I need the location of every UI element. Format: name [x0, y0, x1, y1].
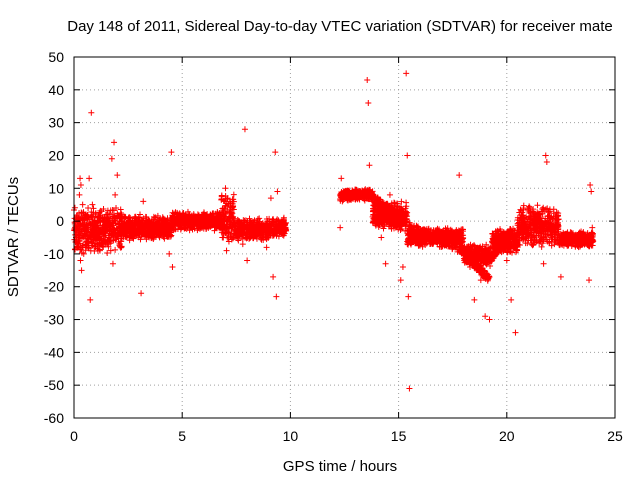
data-point-dense [88, 209, 95, 216]
data-point-dense [86, 216, 93, 223]
data-point-dense [553, 209, 560, 216]
data-point-dense [160, 231, 167, 238]
data-point-dense [110, 226, 117, 233]
data-point-dense [91, 243, 98, 250]
data-point-dense [72, 231, 79, 238]
data-point-dense [534, 202, 541, 209]
data-point-dense [83, 226, 90, 233]
data-point-dense [154, 229, 161, 236]
data-point-dense [148, 224, 155, 231]
data-point-dense [151, 214, 158, 221]
data-point-dense [123, 233, 130, 240]
data-point-dense [154, 212, 161, 219]
data-point-dense [165, 230, 172, 237]
data-point-dense [97, 207, 104, 214]
data-point-dense [160, 232, 167, 239]
data-point-dense [89, 214, 96, 221]
data-point-dense [113, 205, 120, 212]
data-point-dense [117, 206, 124, 213]
data-point-dense [84, 235, 91, 242]
data-point-dense [155, 225, 162, 232]
data-point-dense [78, 215, 85, 222]
data-point-dense [126, 234, 133, 241]
data-point-dense [105, 243, 112, 250]
data-point-dense [95, 213, 102, 220]
data-point-dense [118, 243, 125, 250]
data-point-dense [102, 211, 109, 218]
data-point-dense [97, 218, 104, 225]
data-point-dense [102, 230, 109, 237]
data-point-dense [79, 221, 86, 228]
data-point-dense [82, 221, 89, 228]
data-point-dense [92, 228, 99, 235]
data-point-dense [526, 203, 533, 210]
data-point-dense [157, 217, 164, 224]
data-point-dense [131, 213, 138, 220]
data-point-dense [82, 247, 89, 254]
data-point-dense [87, 220, 94, 227]
data-point-dense [74, 244, 81, 251]
data-point-dense [88, 231, 95, 238]
data-point-dense [127, 217, 134, 224]
data-point-dense [104, 250, 111, 257]
data-point-dense [77, 230, 84, 237]
data-point-dense [88, 213, 95, 220]
data-point-dense [135, 231, 142, 238]
data-point-dense [112, 246, 119, 253]
data-point-dense [100, 206, 107, 213]
data-point-dense [78, 209, 85, 216]
data-point-dense [94, 241, 101, 248]
data-point-dense [95, 242, 102, 249]
data-point-dense [132, 215, 139, 222]
data-point-dense [144, 217, 151, 224]
data-point-dense [93, 236, 100, 243]
data-point-dense [148, 235, 155, 242]
data-point-dense [101, 221, 108, 228]
data-point-dense [108, 230, 115, 237]
data-points [71, 70, 597, 392]
data-point-dense [92, 211, 99, 218]
data-point-dense [98, 242, 105, 249]
data-point-dense [149, 230, 156, 237]
data-point-dense [109, 213, 116, 220]
data-point-dense [106, 210, 113, 217]
data-point-dense [230, 191, 237, 198]
data-point-dense [138, 233, 145, 240]
data-point-dense [138, 225, 145, 232]
data-point-dense [124, 225, 131, 232]
data-point-dense [140, 215, 147, 222]
data-point-dense [136, 216, 143, 223]
data-point-dense [76, 233, 83, 240]
data-point-dense [143, 230, 150, 237]
